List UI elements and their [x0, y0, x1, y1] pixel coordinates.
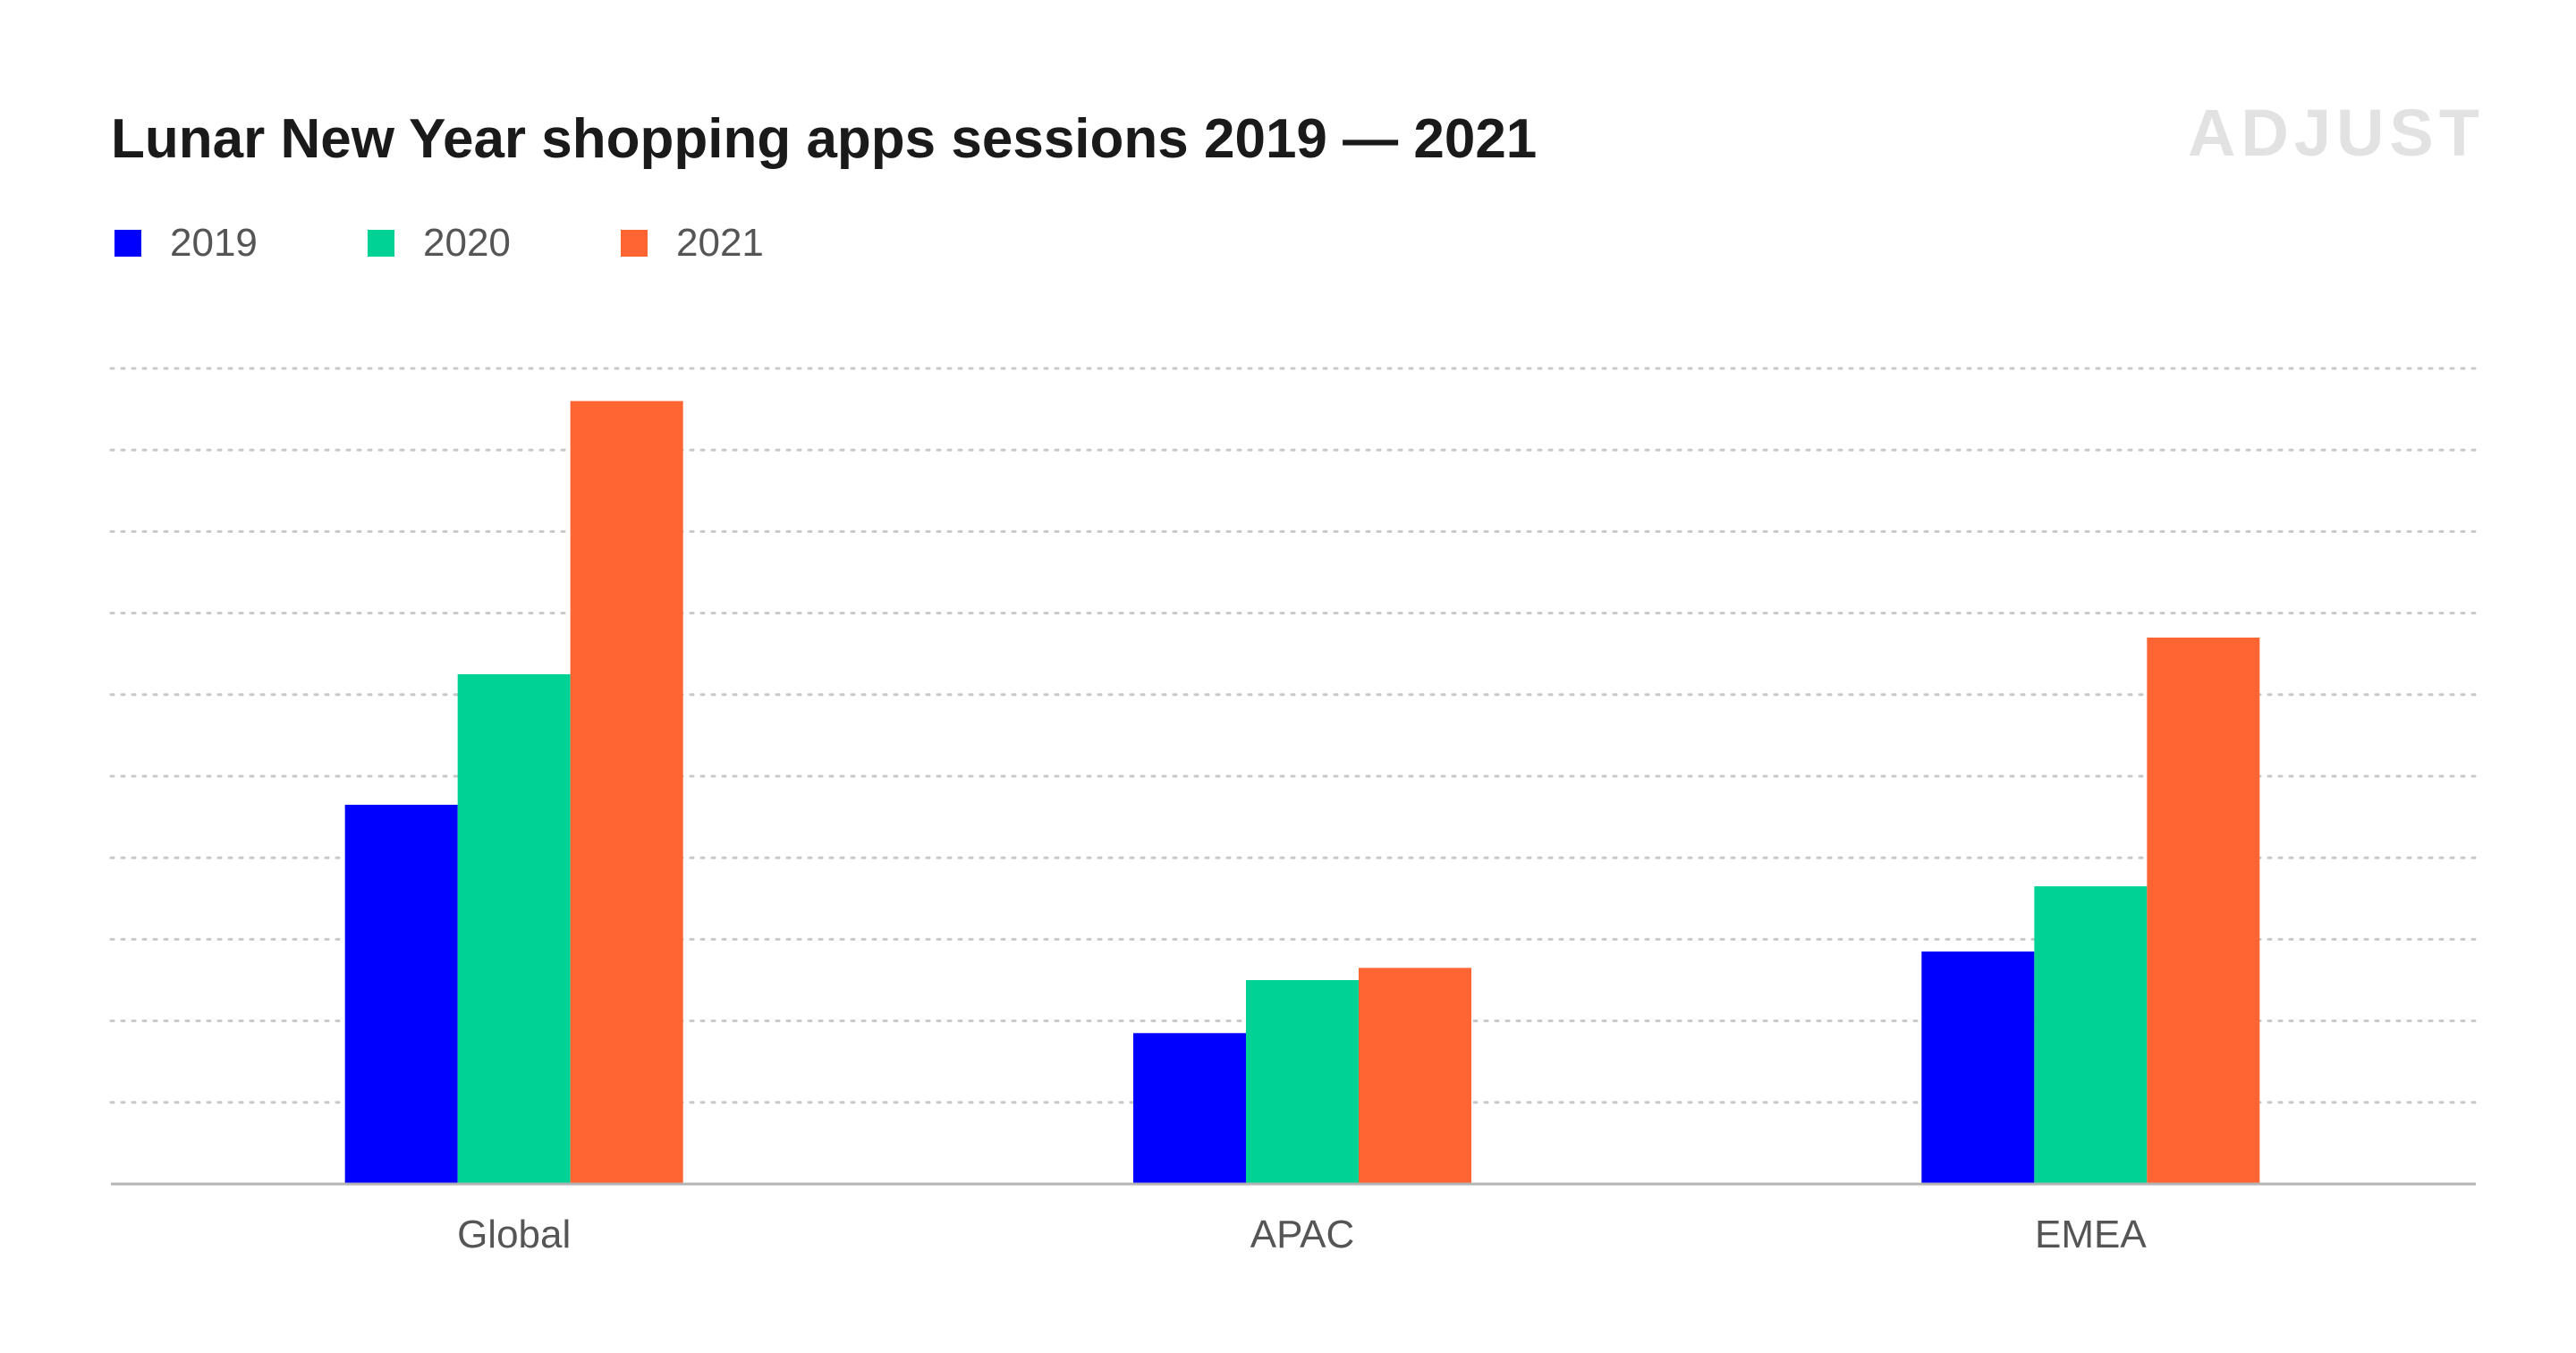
x-tick-label: Global — [457, 1213, 571, 1256]
bar-2019-emea — [1921, 951, 2035, 1184]
legend: 2019 2020 2021 — [114, 221, 764, 265]
bar-2019-apac — [1133, 1033, 1246, 1184]
bar-2021-emea — [2147, 637, 2260, 1184]
bar-2020-apac — [1246, 980, 1359, 1184]
bar-2021-global — [570, 401, 683, 1185]
legend-label-2019: 2019 — [170, 221, 258, 265]
chart-title: Lunar New Year shopping apps sessions 20… — [111, 108, 1537, 170]
bar-2019-global — [344, 804, 458, 1184]
x-tick-label: EMEA — [2035, 1213, 2147, 1256]
legend-swatch-2020 — [368, 230, 394, 257]
bar-2021-apac — [1359, 968, 1471, 1184]
legend-label-2021: 2021 — [676, 221, 764, 265]
bar-2020-emea — [2034, 886, 2148, 1184]
legend-swatch-2019 — [114, 230, 141, 257]
bar-2020-global — [457, 674, 571, 1184]
legend-label-2020: 2020 — [423, 221, 511, 265]
x-axis-tick-labels: Global APAC EMEA — [457, 1213, 2147, 1256]
adjust-logo-text: ADJUST — [2188, 96, 2485, 170]
legend-swatch-2021 — [621, 230, 648, 257]
adjust-logo: ADJUST — [2188, 96, 2485, 170]
bars — [344, 401, 2260, 1185]
x-tick-label: APAC — [1250, 1213, 1355, 1256]
